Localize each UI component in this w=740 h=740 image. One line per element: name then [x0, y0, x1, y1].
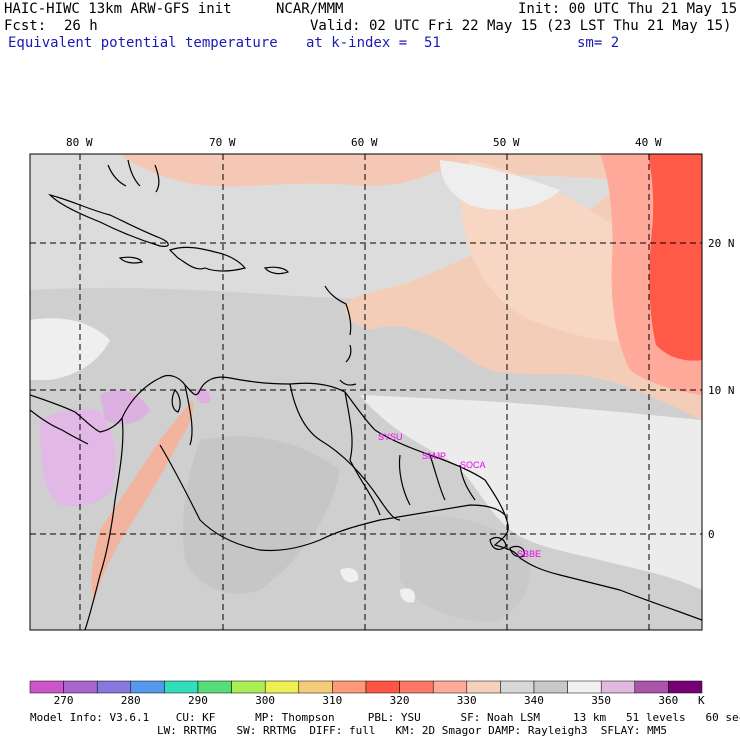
colorbar-swatch: [130, 680, 165, 694]
colorbar-tick-label: 280: [120, 694, 141, 707]
colorbar-swatch: [298, 680, 333, 694]
model-title: HAIC-HIWC 13km ARW-GFS init: [4, 1, 232, 17]
model-info-line1: Model Info: V3.6.1 CU: KF MP: Thompson P…: [30, 711, 740, 724]
colorbar-swatch: [365, 680, 400, 694]
lon-label: 50 W: [493, 136, 520, 149]
colorbar-unit: K: [698, 694, 705, 707]
colorbar-swatch: [500, 680, 535, 694]
lon-label: 70 W: [209, 136, 236, 149]
colorbar-tick-label: 350: [591, 694, 612, 707]
colorbar-tick-label: 320: [389, 694, 410, 707]
colorbar-swatch: [63, 680, 98, 694]
lon-label: 40 W: [635, 136, 662, 149]
colorbar-swatch: [164, 680, 199, 694]
colorbar-swatch: [399, 680, 434, 694]
colorbar-tick-label: 360: [658, 694, 679, 707]
lat-label: 10 N: [708, 384, 735, 397]
graticule: [30, 154, 702, 630]
level-index: at k-index = 51: [306, 35, 441, 51]
colorbar-tick-label: 340: [524, 694, 544, 707]
colorbar-tick-label: 290: [188, 694, 208, 707]
lat-label: 0: [708, 528, 715, 541]
map-frame: [29, 153, 703, 631]
station-label: SMJP: [422, 451, 446, 461]
colorbar-swatch: [567, 680, 602, 694]
forecast-label: Fcst:: [4, 18, 47, 34]
station-label: SBBE: [517, 549, 541, 559]
colorbar-swatch: [600, 680, 636, 694]
colorbar-tick-label: 300: [255, 694, 276, 707]
colorbar-swatch: [29, 680, 64, 694]
field-name: Equivalent potential temperature: [8, 35, 278, 51]
init-time: Init: 00 UTC Thu 21 May 15: [518, 1, 738, 17]
colorbar-swatch: [231, 680, 266, 694]
colorbar: [29, 680, 703, 694]
lat-label: 20 N: [708, 237, 735, 250]
colorbar-swatch: [634, 680, 669, 694]
colorbar-swatch: [264, 680, 300, 694]
valid-time: Valid: 02 UTC Fri 22 May 15 (23 LST Thu …: [310, 18, 732, 34]
colorbar-tick-label: 330: [456, 694, 477, 707]
colorbar-tick-label: 270: [53, 694, 74, 707]
smoothing: sm= 2: [577, 35, 620, 51]
colorbar-swatch: [668, 680, 703, 694]
org-label: NCAR/MMM: [276, 1, 344, 17]
colorbar-swatch: [197, 680, 232, 694]
colorbar-swatch: [432, 680, 468, 694]
forecast-hour: 26 h: [64, 18, 98, 34]
lon-label: 60 W: [351, 136, 378, 149]
station-label: SYSU: [378, 432, 403, 442]
colorbar-swatch: [466, 680, 501, 694]
station-label: SOCA: [460, 460, 486, 470]
model-info-line2: LW: RRTMG SW: RRTMG DIFF: full KM: 2D Sm…: [157, 724, 667, 737]
coastlines: [30, 159, 702, 630]
colorbar-swatch: [332, 680, 367, 694]
colorbar-swatch: [96, 680, 132, 694]
theta-e-field: [30, 154, 702, 630]
colorbar-tick-label: 310: [322, 694, 343, 707]
colorbar-swatch: [533, 680, 568, 694]
lon-label: 80 W: [66, 136, 93, 149]
